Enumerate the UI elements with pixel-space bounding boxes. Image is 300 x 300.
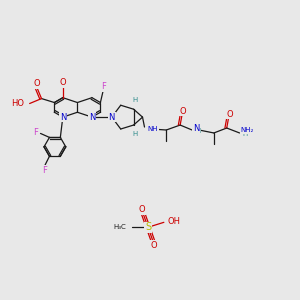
Text: H₃C: H₃C: [113, 224, 126, 230]
Text: H: H: [132, 131, 137, 137]
Text: H: H: [243, 131, 248, 137]
Text: NH₂: NH₂: [241, 127, 254, 133]
Text: HO: HO: [11, 99, 24, 108]
Text: H: H: [132, 97, 137, 103]
Text: N: N: [109, 112, 115, 122]
Text: S: S: [145, 222, 151, 232]
Text: O: O: [33, 79, 40, 88]
Text: NH: NH: [148, 126, 158, 132]
Text: N: N: [89, 112, 95, 122]
Text: N: N: [60, 112, 66, 122]
Text: O: O: [151, 241, 157, 250]
Text: O: O: [180, 107, 186, 116]
Text: F: F: [101, 82, 106, 91]
Text: H: H: [195, 128, 200, 134]
Text: O: O: [226, 110, 233, 119]
Text: O: O: [139, 205, 146, 214]
Text: O: O: [59, 78, 66, 87]
Text: F: F: [42, 166, 47, 175]
Text: OH: OH: [168, 217, 181, 226]
Text: F: F: [33, 128, 38, 137]
Text: N: N: [193, 124, 200, 133]
